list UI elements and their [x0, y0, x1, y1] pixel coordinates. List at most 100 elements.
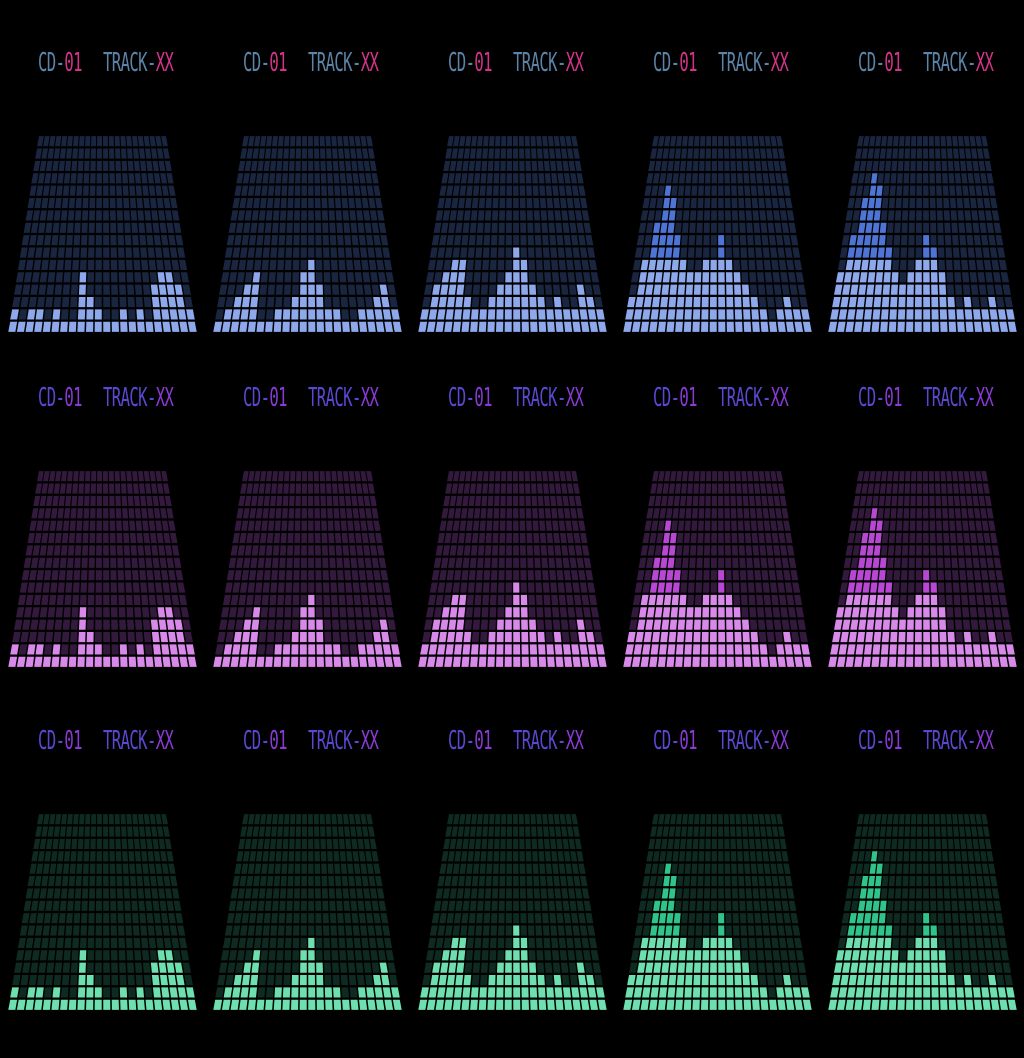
eq-segment-unlit: [513, 838, 519, 850]
eq-segment-unlit: [475, 925, 483, 936]
eq-segment-unlit: [42, 185, 50, 196]
eq-segment-unlit: [260, 950, 269, 961]
eq-segment-lit: [78, 284, 86, 295]
eq-segment-unlit: [467, 851, 474, 862]
eq-segment-lit: [470, 644, 479, 655]
eq-segment-unlit: [46, 545, 54, 556]
eq-segment-unlit: [59, 900, 67, 911]
eq-segment-unlit: [476, 826, 482, 837]
eq-segment-unlit: [945, 259, 953, 271]
eq-segment-unlit: [73, 814, 79, 825]
eq-segment-unlit: [773, 160, 781, 172]
eq-segment-lit: [461, 656, 470, 667]
eq-segment-lit: [882, 284, 891, 295]
eq-segment-unlit: [477, 900, 484, 911]
eq-segment-lit: [119, 309, 128, 320]
eq-segment-unlit: [855, 483, 863, 494]
eq-segment-unlit: [346, 272, 355, 283]
eq-segment-unlit: [241, 520, 249, 531]
eq-segment-unlit: [146, 495, 153, 507]
eq-segment-unlit: [869, 136, 876, 147]
eq-segment-lit: [646, 607, 655, 618]
eq-segment-unlit: [900, 570, 908, 581]
eq-segment-lit: [845, 321, 855, 332]
eq-segment-lit: [889, 644, 897, 655]
eq-segment-unlit: [162, 247, 171, 258]
eq-segment-unlit: [241, 235, 250, 246]
eq-segment-unlit: [57, 173, 64, 184]
eq-segment-lit: [437, 987, 446, 998]
eq-segment-unlit: [96, 508, 102, 519]
eq-segment-unlit: [489, 136, 495, 147]
eq-segment-unlit: [54, 875, 62, 887]
eq-segment-unlit: [536, 950, 544, 961]
eq-segment-lit: [151, 974, 160, 986]
eq-segment-unlit: [556, 838, 563, 850]
eq-segment-unlit: [755, 925, 763, 936]
eq-segment-unlit: [292, 607, 300, 618]
eq-segment-unlit: [923, 136, 928, 147]
eq-segment-lit: [874, 197, 882, 209]
eq-segment-unlit: [479, 185, 486, 196]
eq-segment-lit: [463, 296, 472, 308]
eq-segment-unlit: [109, 875, 116, 887]
eq-segment-unlit: [967, 173, 975, 184]
eq-segment-unlit: [351, 160, 358, 172]
eq-segment-unlit: [549, 148, 556, 159]
eq-segment-unlit: [699, 148, 705, 159]
eq-segment-unlit: [500, 508, 506, 519]
eq-segment-unlit: [578, 863, 586, 874]
eq-segment-unlit: [513, 570, 520, 581]
eq-segment-unlit: [111, 987, 119, 998]
eq-segment-unlit: [96, 197, 102, 209]
eq-segment-lit: [241, 296, 251, 308]
eq-segment-lit: [241, 631, 251, 643]
eq-segment-unlit: [339, 284, 348, 295]
disc-number: 01: [474, 383, 492, 413]
eq-segment-lit: [784, 644, 793, 655]
eq-segment-unlit: [31, 851, 39, 862]
eq-segment-unlit: [473, 272, 481, 283]
eq-segment-lit: [151, 631, 160, 643]
eq-segment-unlit: [546, 197, 554, 209]
eq-segment-unlit: [313, 471, 319, 482]
eq-segment-unlit: [480, 508, 487, 519]
eq-segment-unlit: [731, 185, 737, 196]
eq-segment-lit: [861, 259, 869, 271]
eq-segment-unlit: [285, 570, 293, 581]
eq-segment-unlit: [490, 247, 498, 258]
eq-segment-unlit: [250, 557, 258, 568]
eq-segment-unlit: [123, 875, 130, 887]
eq-segment-unlit: [83, 851, 90, 862]
eq-segment-lit: [177, 987, 187, 998]
eq-segment-unlit: [789, 284, 798, 295]
eq-segment-lit: [586, 974, 595, 986]
eq-segment-unlit: [590, 950, 600, 961]
eq-segment-lit: [454, 309, 463, 320]
eq-segment-unlit: [264, 148, 271, 159]
eq-segment-unlit: [767, 495, 775, 507]
eq-segment-unlit: [712, 471, 717, 482]
eq-segment-unlit: [39, 950, 48, 961]
eq-segment-unlit: [355, 962, 364, 973]
eq-segment-unlit: [153, 570, 162, 581]
eq-segment-unlit: [144, 210, 152, 221]
eq-segment-unlit: [96, 495, 102, 507]
eq-segment-lit: [35, 987, 44, 998]
eq-segment-unlit: [53, 483, 60, 494]
eq-segment-unlit: [495, 136, 501, 147]
eq-segment-lit: [170, 321, 180, 332]
eq-segment-unlit: [553, 875, 561, 887]
eq-segment-unlit: [322, 557, 329, 568]
eq-segment-lit: [596, 309, 605, 320]
eq-segment-lit: [169, 644, 178, 655]
eq-segment-unlit: [672, 851, 679, 862]
eq-segment-unlit: [59, 222, 67, 233]
eq-segment-lit: [750, 974, 759, 986]
eq-segment-unlit: [350, 148, 357, 159]
eq-segment-unlit: [649, 197, 657, 209]
eq-segment-unlit: [654, 495, 662, 507]
eq-segment-lit: [478, 656, 487, 667]
eq-segment-unlit: [676, 136, 683, 147]
eq-segment-unlit: [552, 863, 559, 874]
